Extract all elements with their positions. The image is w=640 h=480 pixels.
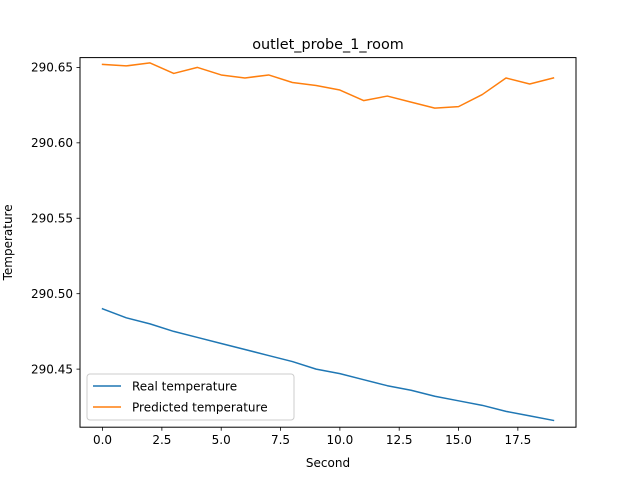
- y-axis-label: Temperature: [1, 204, 15, 281]
- y-axis: 290.45 290.50 290.55 290.60 290.65: [31, 61, 80, 376]
- x-tick-label: 17.5: [504, 433, 531, 447]
- series-line-predicted: [101, 62, 555, 109]
- x-tick-label: 7.5: [271, 433, 290, 447]
- chart-title: outlet_probe_1_room: [252, 37, 404, 53]
- series-layer: [101, 62, 555, 422]
- x-tick-label: 12.5: [386, 433, 413, 447]
- legend: Real temperature Predicted temperature: [86, 373, 295, 421]
- y-tick-label: 290.55: [31, 212, 73, 226]
- legend-box: [86, 373, 295, 421]
- x-tick-label: 2.5: [152, 433, 171, 447]
- series-line-real: [101, 307, 555, 422]
- legend-label: Predicted temperature: [132, 400, 268, 414]
- x-tick-label: 5.0: [212, 433, 231, 447]
- y-tick-label: 290.60: [31, 136, 73, 150]
- y-tick-label: 290.50: [31, 287, 73, 301]
- x-axis-label: Second: [306, 456, 350, 470]
- plot-frame: [79, 57, 577, 428]
- x-tick-label: 0.0: [93, 433, 112, 447]
- x-axis: 0.0 2.5 5.0 7.5 10.0 12.5 15.0 17.5: [93, 427, 531, 447]
- y-tick-label: 290.45: [31, 362, 73, 376]
- x-tick-label: 10.0: [327, 433, 354, 447]
- y-tick-label: 290.65: [31, 61, 73, 75]
- legend-label: Real temperature: [132, 379, 237, 393]
- x-tick-label: 15.0: [445, 433, 472, 447]
